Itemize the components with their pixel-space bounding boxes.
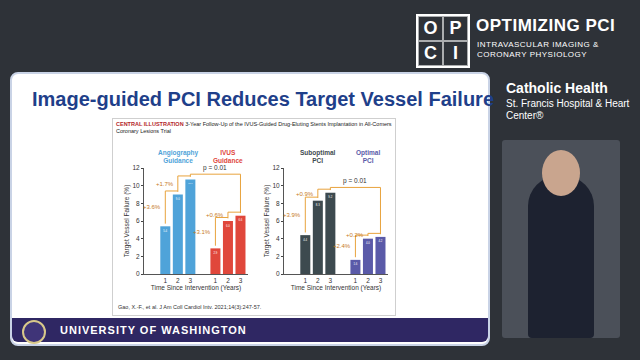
svg-text:9.2: 9.2 <box>328 195 332 199</box>
svg-text:3: 3 <box>189 277 193 284</box>
html-text:O: O <box>423 18 438 38</box>
svg-text:3: 3 <box>379 277 383 284</box>
svg-text:+0.9%: +0.9% <box>296 191 314 197</box>
html-text:C: C <box>424 43 437 63</box>
svg-text:Time Since Intervention (Years: Time Since Intervention (Years) <box>291 284 382 292</box>
svg-text:p = 0.01: p = 0.01 <box>343 177 367 185</box>
svg-text:+0.2%: +0.2% <box>346 232 364 238</box>
svg-text:6: 6 <box>276 217 280 224</box>
svg-text:2.9: 2.9 <box>213 251 217 255</box>
html-text:CENTRAL ILLUSTRATION 3-Year Fo: CENTRAL ILLUSTRATION 3-Year Follow-Up of… <box>116 121 392 134</box>
svg-text:Time Since Intervention (Years: Time Since Intervention (Years) <box>151 284 242 292</box>
svg-text:0: 0 <box>136 270 140 277</box>
html-text:Catholic Health: Catholic Health <box>506 80 608 96</box>
svg-text:10: 10 <box>132 182 140 189</box>
svg-text:+3.6%: +3.6% <box>143 204 161 210</box>
svg-text:Target Vessel Failure (%): Target Vessel Failure (%) <box>123 185 131 258</box>
svg-text:10: 10 <box>272 182 280 189</box>
svg-text:0: 0 <box>276 270 280 277</box>
svg-text:8: 8 <box>276 200 280 207</box>
html-text:I: I <box>453 43 458 63</box>
svg-text:10.7: 10.7 <box>188 182 193 184</box>
svg-text:+2.4%: +2.4% <box>333 243 351 249</box>
svg-text:12: 12 <box>132 164 140 171</box>
svg-text:3: 3 <box>239 277 243 284</box>
svg-text:+0.6%: +0.6% <box>206 212 224 218</box>
svg-text:+1.7%: +1.7% <box>156 181 174 187</box>
svg-text:1: 1 <box>214 277 218 284</box>
svg-text:2: 2 <box>316 277 320 284</box>
svg-text:2: 2 <box>176 277 180 284</box>
svg-text:6.6: 6.6 <box>238 218 242 222</box>
svg-text:5.4: 5.4 <box>163 229 167 233</box>
svg-text:IVUSGuidance: IVUSGuidance <box>213 149 243 164</box>
svg-text:1: 1 <box>354 277 358 284</box>
svg-text:1: 1 <box>163 277 167 284</box>
svg-text:1: 1 <box>303 277 307 284</box>
svg-text:4: 4 <box>136 235 140 242</box>
svg-text:+3.1%: +3.1% <box>193 229 211 235</box>
html-text:INTRAVASCULAR IMAGING & CORONA: INTRAVASCULAR IMAGING & CORONARY PHYSIOL… <box>477 40 599 59</box>
svg-text:SuboptimalPCI: SuboptimalPCI <box>300 149 336 164</box>
svg-text:AngiographyGuidance: AngiographyGuidance <box>158 149 198 164</box>
svg-text:3: 3 <box>329 277 333 284</box>
html-text:Image-guided PCI Reduces Targe: Image-guided PCI Reduces Target Vessel F… <box>32 88 494 110</box>
svg-text:6.0: 6.0 <box>226 224 230 228</box>
html-text:Gao, X.-F., et al. J Am Coll C: Gao, X.-F., et al. J Am Coll Cardiol Int… <box>118 304 262 310</box>
svg-text:1.6: 1.6 <box>353 262 357 266</box>
svg-text:4.2: 4.2 <box>378 239 382 243</box>
svg-text:8: 8 <box>136 200 140 207</box>
svg-text:2: 2 <box>276 253 280 260</box>
svg-text:4.4: 4.4 <box>303 238 307 242</box>
svg-text:+3.9%: +3.9% <box>283 212 301 218</box>
svg-text:OptimalPCI: OptimalPCI <box>356 149 380 164</box>
svg-text:4.0: 4.0 <box>366 241 370 245</box>
svg-text:2: 2 <box>136 253 140 260</box>
svg-text:2: 2 <box>226 277 230 284</box>
svg-text:4: 4 <box>276 235 280 242</box>
svg-text:p = 0.01: p = 0.01 <box>203 164 227 172</box>
svg-text:12: 12 <box>272 164 280 171</box>
html-text:UNIVERSITY OF WASHINGTON: UNIVERSITY OF WASHINGTON <box>60 324 247 336</box>
svg-text:9.0: 9.0 <box>176 197 180 201</box>
html-text:OPTIMIZING PCI: OPTIMIZING PCI <box>476 16 616 35</box>
svg-text:8.3: 8.3 <box>316 203 320 207</box>
svg-text:6: 6 <box>136 217 140 224</box>
svg-text:2: 2 <box>366 277 370 284</box>
html-text:St. Francis Hospital & Heart C: St. Francis Hospital & Heart Center® <box>506 98 630 121</box>
html-text:P: P <box>449 18 462 38</box>
svg-text:Target Vessel Failure (%): Target Vessel Failure (%) <box>263 185 271 258</box>
